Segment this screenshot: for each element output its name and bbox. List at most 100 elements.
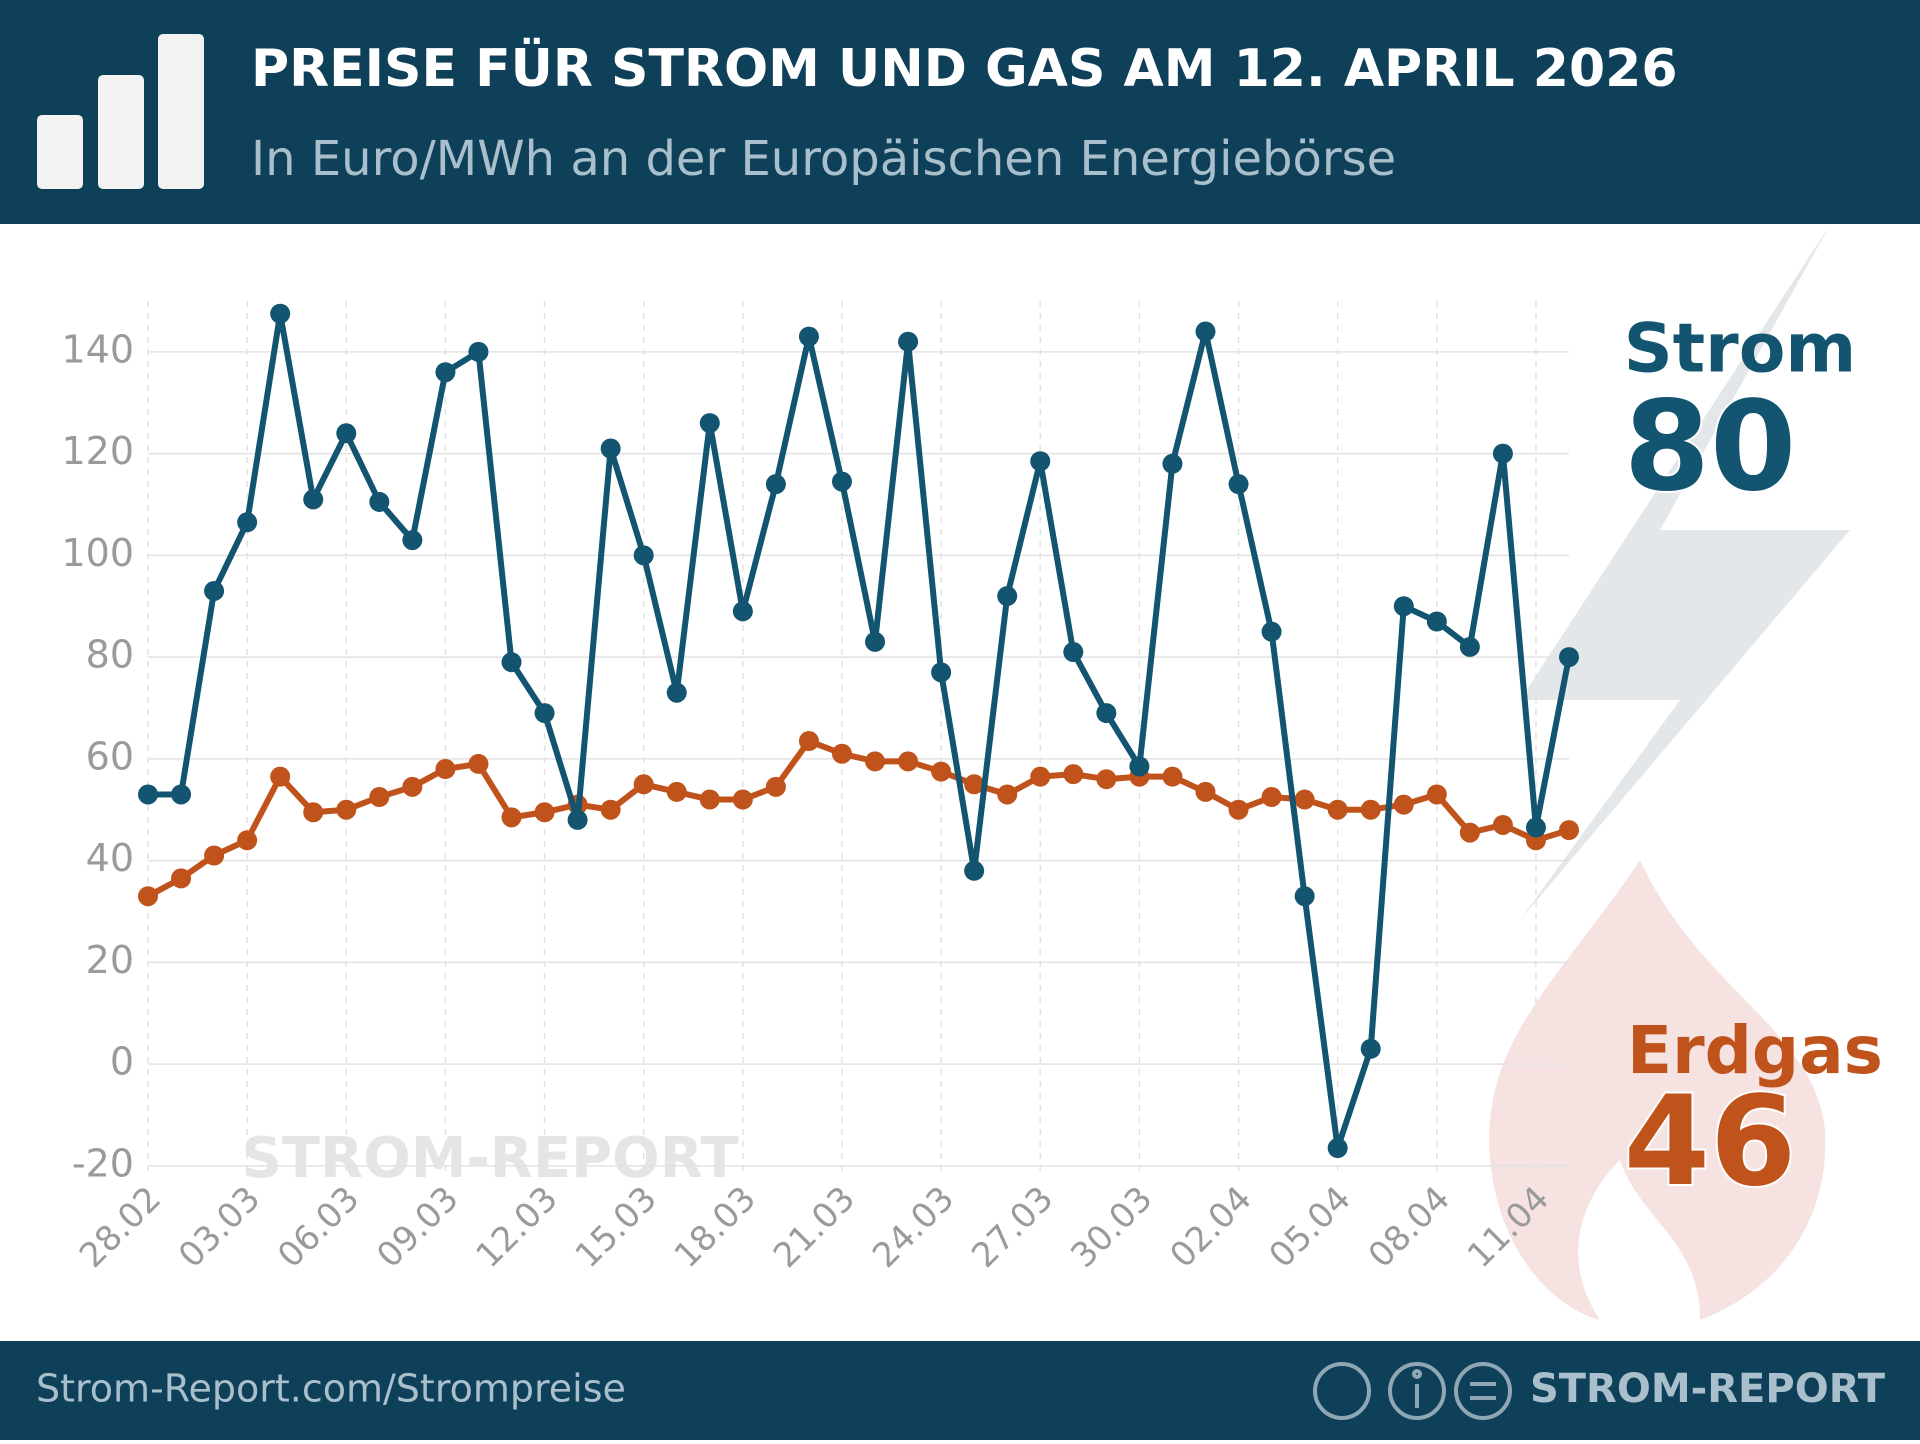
y-tick-label: 20 [86, 938, 134, 982]
data-point [831, 743, 852, 764]
data-point [1492, 814, 1513, 835]
data-point [138, 886, 158, 907]
data-point [997, 586, 1018, 607]
data-point [1261, 787, 1282, 808]
data-point [336, 423, 357, 444]
subtitle: In Euro/MWh an der Europäischen Energieb… [251, 131, 1396, 187]
data-point [270, 303, 291, 324]
data-point [1426, 611, 1447, 632]
legend-strom: Strom [1624, 310, 1857, 389]
legend-erdgas: Erdgas [1627, 1012, 1883, 1089]
data-point [1294, 886, 1315, 907]
y-tick-label: 60 [86, 734, 134, 778]
watermark: STROM-REPORT [241, 1126, 738, 1191]
data-point [369, 787, 390, 808]
data-point [1261, 621, 1282, 642]
data-point [865, 631, 886, 652]
data-point [1228, 799, 1249, 820]
data-point [600, 438, 621, 459]
data-point [600, 799, 621, 820]
data-point [865, 751, 886, 772]
header [0, 0, 1920, 224]
data-point [1195, 781, 1216, 802]
data-point [1327, 799, 1348, 820]
y-tick-label: 120 [61, 429, 134, 473]
data-point [666, 682, 687, 703]
data-point [534, 703, 555, 724]
data-point [732, 601, 753, 622]
data-point [765, 474, 786, 495]
data-point [1360, 1038, 1381, 1059]
flame-icon [1489, 860, 1826, 1320]
data-point [1195, 321, 1216, 342]
data-point [402, 776, 423, 797]
data-point [1426, 784, 1447, 805]
data-point [633, 545, 654, 566]
data-point [831, 471, 852, 492]
data-point [898, 751, 919, 772]
data-point [765, 776, 786, 797]
data-point [1459, 636, 1480, 657]
data-point [699, 413, 720, 434]
data-point [270, 766, 291, 787]
data-point [1162, 766, 1183, 787]
data-point [666, 781, 687, 802]
data-point [931, 761, 952, 782]
data-point [1393, 794, 1414, 815]
data-point [1096, 769, 1117, 790]
data-point [1063, 642, 1084, 663]
data-point [468, 753, 489, 774]
data-point [1162, 453, 1183, 474]
y-tick-label: 0 [110, 1040, 134, 1084]
data-point [501, 807, 522, 828]
data-point [204, 845, 225, 866]
data-point [369, 491, 390, 512]
data-point [501, 652, 522, 673]
data-point [997, 784, 1018, 805]
data-point [1559, 820, 1579, 841]
data-point [732, 789, 753, 810]
data-point [1030, 451, 1051, 472]
data-point [237, 830, 258, 851]
data-point [1559, 647, 1579, 668]
data-point [633, 774, 654, 795]
data-point [468, 341, 489, 362]
data-point [204, 580, 225, 601]
data-point [898, 331, 919, 352]
data-point [1525, 817, 1546, 838]
data-point [336, 799, 357, 820]
data-point [1294, 789, 1315, 810]
data-point [798, 731, 819, 752]
lightning-icon [1520, 225, 1850, 920]
source-link[interactable]: Strom-Report.com/Strompreise [36, 1367, 626, 1411]
y-tick-label: 40 [86, 836, 134, 880]
logo-icon [37, 34, 204, 189]
y-tick-label: 140 [61, 327, 134, 371]
data-point [931, 662, 952, 683]
data-point [964, 774, 985, 795]
y-tick-label: 100 [61, 531, 134, 575]
data-point [1063, 764, 1084, 785]
data-point [1360, 799, 1381, 820]
title: PREISE FÜR STROM UND GAS AM 12. APRIL 20… [251, 37, 1678, 99]
data-point [1228, 474, 1249, 495]
footer [0, 1341, 1920, 1440]
data-point [435, 362, 456, 383]
strom-current-value: 80 [1624, 375, 1797, 519]
data-point [798, 326, 819, 347]
data-point [1129, 756, 1150, 777]
data-point [1492, 443, 1513, 464]
data-point [964, 860, 985, 881]
data-point [303, 802, 324, 823]
data-point [1327, 1138, 1348, 1159]
data-point [171, 784, 192, 805]
data-point [1459, 822, 1480, 843]
data-point [534, 802, 555, 823]
data-point [402, 530, 423, 551]
data-point [1030, 766, 1051, 787]
data-point [237, 512, 258, 533]
y-tick-label: -20 [72, 1141, 134, 1185]
